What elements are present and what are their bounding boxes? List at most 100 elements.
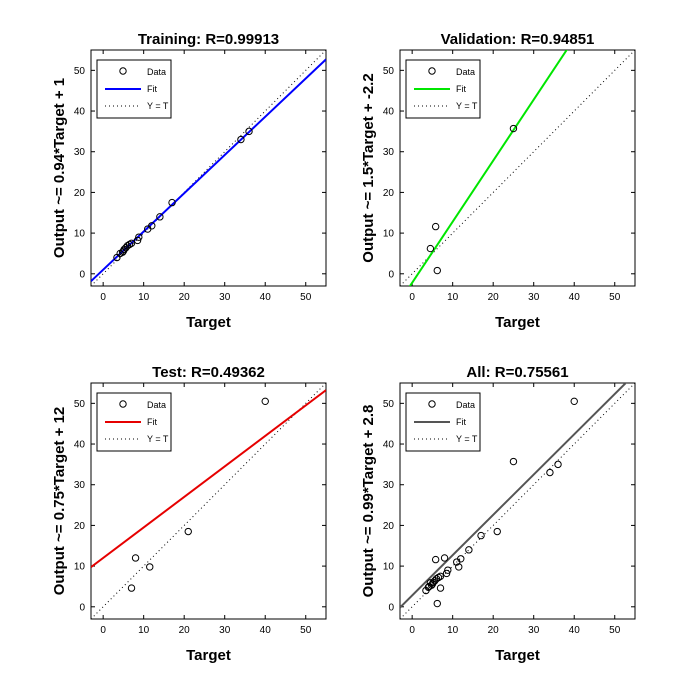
data-point [237,135,245,144]
data-point [440,554,449,562]
x-axis-label: Target [186,314,231,331]
legend-label-fit: Fit [456,417,466,427]
y-tick-label: 20 [74,188,86,199]
data-point [125,240,134,249]
data-point [432,575,441,583]
data-point [477,531,485,540]
x-tick-label: 40 [260,292,272,303]
x-tick-label: 30 [528,292,540,303]
data-point [146,563,154,571]
data-point [457,555,465,563]
y-tick-label: 30 [383,480,395,491]
data-point [493,527,501,536]
x-tick-label: 10 [447,625,459,636]
y-tick-label: 30 [74,147,86,158]
x-tick-label: 0 [100,292,106,303]
data-point [426,244,435,253]
data-point [148,222,156,230]
chart-title: Training: R=0.99913 [138,31,279,48]
subplot-3: 0 10 20 30 40 50 0 10 20 30 40 50 Data Fit Y = T Test: … [51,364,327,664]
axes-box [90,382,327,620]
x-tick-label: 30 [219,625,231,636]
legend-data-marker [119,67,127,75]
x-tick-label: 0 [409,625,415,636]
x-tick-label: 50 [300,625,312,636]
x-tick-label: 50 [609,625,621,636]
legend-label-identity: Y = T [147,434,169,444]
chart-title: All: R=0.75561 [466,364,568,381]
legend-label-fit: Fit [456,84,466,94]
y-tick-label: 0 [79,269,85,280]
legend-label-fit: Fit [147,84,157,94]
data-point [455,563,463,571]
subplot-4: 0 10 20 30 40 50 0 10 20 30 40 50 Data Fit Y = T All: R… [360,364,636,664]
chart-title: Validation: R=0.94851 [441,31,595,48]
data-point [509,124,518,133]
legend-data-marker [119,400,127,408]
plot-area [400,50,635,286]
fit-line [408,50,568,286]
legend-label-data: Data [456,400,475,410]
y-tick-label: 40 [383,107,395,118]
x-tick-label: 0 [100,625,106,636]
x-tick-label: 50 [300,292,312,303]
legend-label-identity: Y = T [456,101,478,111]
x-tick-label: 10 [447,292,459,303]
x-tick-label: 10 [138,625,150,636]
y-tick-label: 10 [383,562,395,573]
data-point [509,457,518,466]
data-point [168,198,176,207]
x-tick-label: 50 [609,292,621,303]
x-tick-label: 0 [409,292,415,303]
data-point [156,213,164,221]
plot-area [91,50,326,286]
data-point [131,554,140,562]
y-tick-label: 50 [74,399,86,410]
x-tick-label: 20 [179,292,191,303]
data-point [431,222,440,231]
x-tick-label: 30 [528,625,540,636]
data-point [554,460,562,469]
chart-title: Test: R=0.49362 [152,364,265,381]
y-tick-label: 10 [74,562,86,573]
legend-data-marker [428,67,436,75]
legend-label-data: Data [147,400,166,410]
y-axis-label: Output ~= 0.99*Target + 2.8 [360,405,377,598]
data-point [135,233,143,241]
legend-label-data: Data [456,67,475,77]
x-tick-label: 10 [138,292,150,303]
fit-line [91,389,326,568]
data-point [434,573,443,582]
x-tick-label: 40 [569,292,581,303]
y-tick-label: 40 [383,440,395,451]
y-tick-label: 40 [74,107,86,118]
y-tick-label: 20 [74,521,86,532]
y-tick-label: 30 [74,480,86,491]
data-point [546,468,554,477]
data-point [465,546,473,554]
legend-label-identity: Y = T [456,434,478,444]
subplot-2: 0 10 20 30 40 50 0 10 20 30 40 50 Data Fit Y = T Valida… [360,31,636,331]
y-tick-label: 20 [383,188,395,199]
x-axis-label: Target [495,647,540,664]
y-tick-label: 20 [383,521,395,532]
x-tick-label: 40 [569,625,581,636]
y-axis-label: Output ~= 0.94*Target + 1 [51,78,68,258]
legend-label-identity: Y = T [147,101,169,111]
data-point [436,572,445,580]
data-point [570,397,578,406]
data-point [442,569,451,578]
x-tick-label: 40 [260,625,272,636]
x-axis-label: Target [495,314,540,331]
x-tick-label: 20 [488,625,500,636]
data-point [127,584,136,592]
legend-data-marker [428,400,436,408]
plot-area [91,383,326,619]
y-tick-label: 50 [383,399,395,410]
x-axis-label: Target [186,647,231,664]
y-tick-label: 40 [74,440,86,451]
y-tick-label: 0 [79,602,85,613]
y-tick-label: 50 [383,66,395,77]
subplot-1: 0 10 20 30 40 50 0 10 20 30 40 50 Data Fit Y = T Traini… [51,31,327,331]
